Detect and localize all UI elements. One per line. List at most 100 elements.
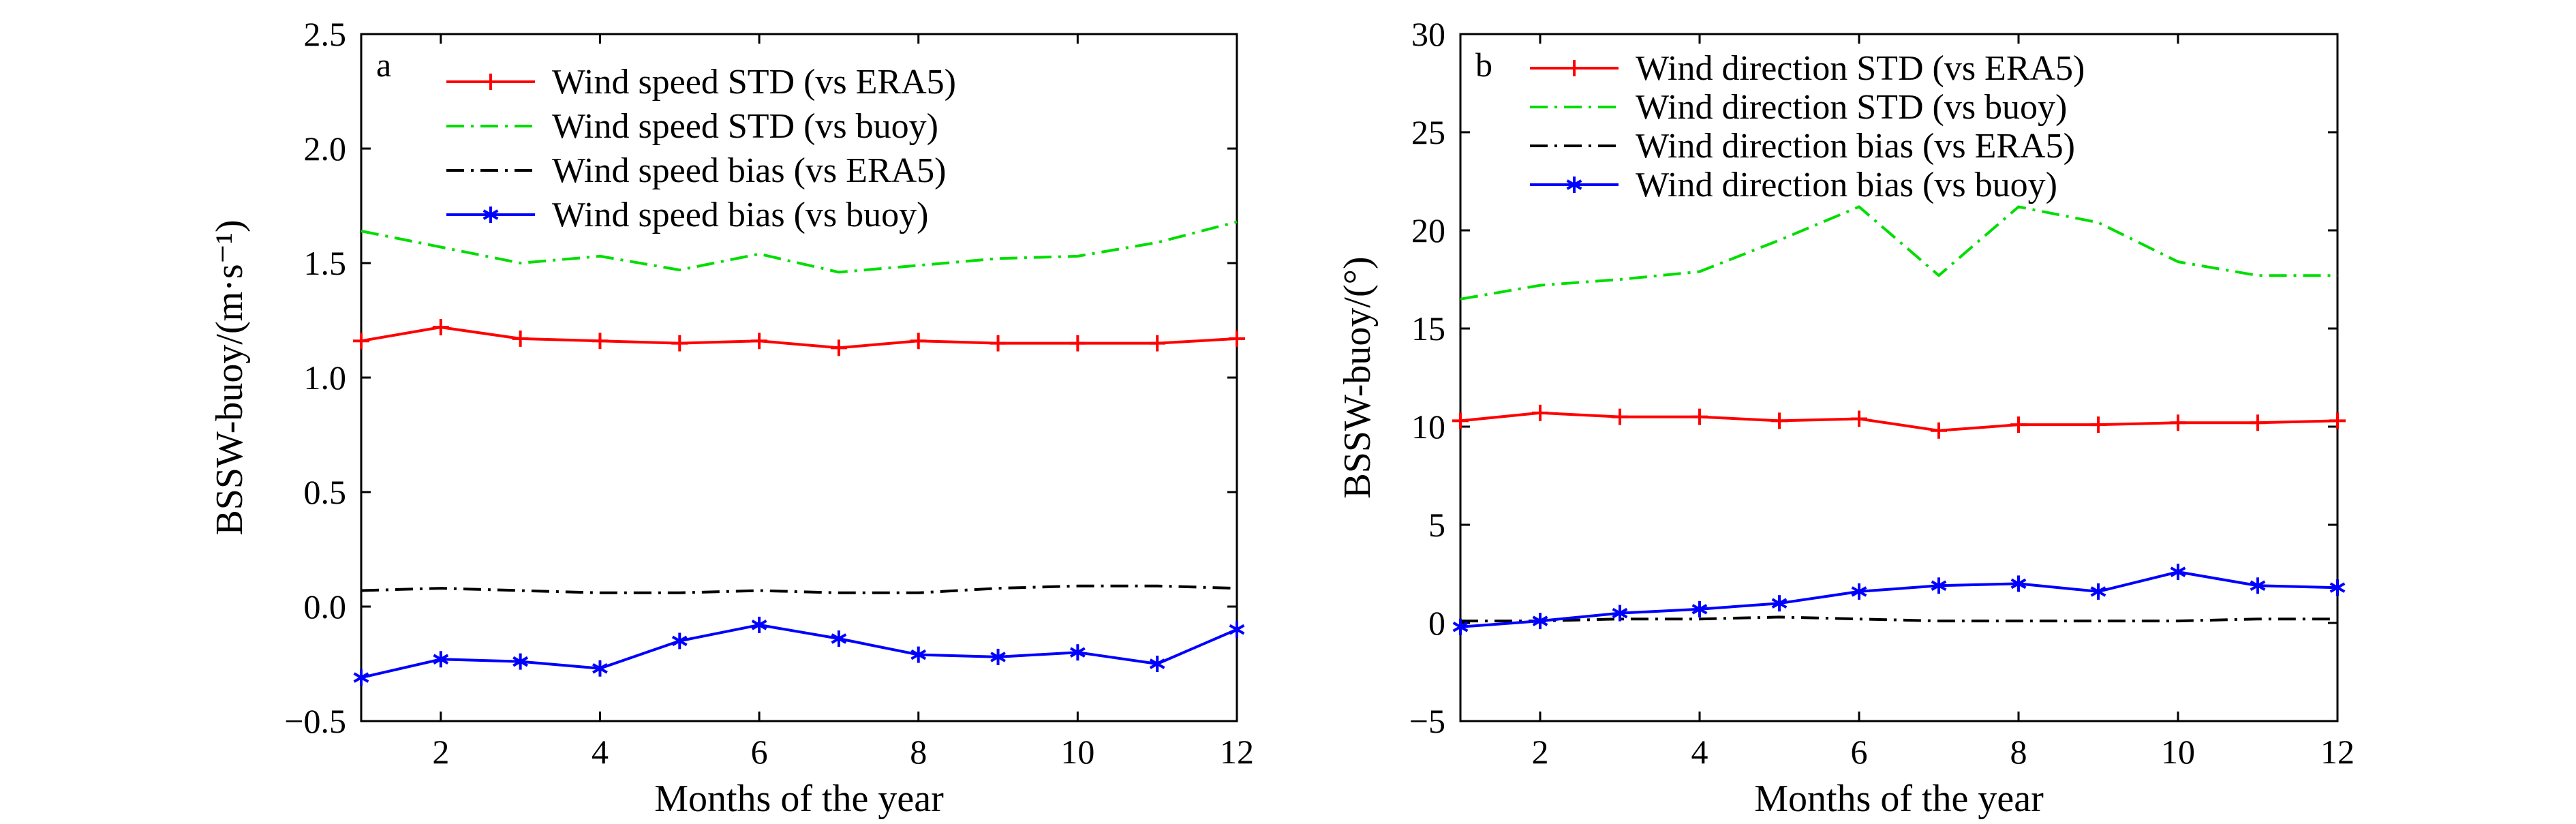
panel-a-y-tick-label: 1.5 <box>304 244 347 282</box>
panel-b-series-3-point-3 <box>1691 600 1708 617</box>
panel-b-legend-label-3: Wind direction bias (vs buoy) <box>1636 166 2057 204</box>
panel-b-y-tick-label: 25 <box>1411 113 1445 151</box>
panel-a-series-0-point-10 <box>1149 335 1166 352</box>
panel-b-series-0-point-11 <box>2329 412 2346 429</box>
panel-b-series-0-point-5 <box>1851 410 1867 427</box>
panel-b-series-3-point-10 <box>2250 577 2266 594</box>
panel-b-y-tick-label: 15 <box>1411 309 1445 348</box>
panel-a-x-tick-label: 2 <box>432 733 449 771</box>
panel-a-x-tick-label: 4 <box>592 733 609 771</box>
panel-a-series-3-point-1 <box>433 651 449 668</box>
panel-b-series-0-point-7 <box>2010 416 2027 433</box>
panel-a-wind-speed: −0.5 0.0 0.5 1.0 1.5 2.0 2.5 2 4 6 8 10 12 Months of … <box>209 15 1254 820</box>
panel-a-series-0-point-8 <box>990 335 1007 352</box>
panel-a-series-3-point-8 <box>990 648 1006 665</box>
panel-a-legend-label-3: Wind speed bias (vs buoy) <box>552 196 928 234</box>
panel-b-x-tick-label: 6 <box>1851 733 1868 771</box>
panel-b-series-0-point-9 <box>2170 414 2186 431</box>
panel-a-series-0-point-4 <box>671 335 688 352</box>
panel-b-x-tick-label: 10 <box>2161 733 2195 771</box>
panel-a-y-tick-label: 1.0 <box>304 358 347 397</box>
panel-b-series-3-point-6 <box>1931 577 1947 594</box>
panel-b-series-0-point-2 <box>1612 408 1628 425</box>
panel-b-y-tick-label: 10 <box>1411 408 1445 446</box>
panel-a-series-0-point-5 <box>751 333 768 350</box>
panel-b-series-3-point-5 <box>1851 583 1867 600</box>
panel-b-series-0-line <box>1460 411 2338 432</box>
panel-b-series-2-line <box>1460 615 2337 623</box>
panel-b-y-tick-label: 20 <box>1411 211 1445 249</box>
panel-b-legend-label-2: Wind direction bias (vs ERA5) <box>1636 127 2075 166</box>
panel-b-series-3-point-9 <box>2170 564 2186 581</box>
panel-a-series-0-point-11 <box>1229 330 1245 347</box>
panel-b-series-1-line <box>1460 205 2337 301</box>
panel-a-y-tick-label: 0.5 <box>304 473 347 511</box>
panel-b-x-tick-label: 8 <box>2010 733 2027 771</box>
panel-a-series-0-point-0 <box>353 333 369 350</box>
panel-b-y-axis-label: BSSW-buoy/(°) <box>1336 256 1379 498</box>
panel-b-series-3-point-4 <box>1771 595 1788 612</box>
panel-a-y-tick-label: −0.5 <box>284 702 346 740</box>
panel-b-wind-direction: −5 0 5 10 15 20 25 30 2 4 6 8 10 12 Months of the year… <box>1336 15 2355 820</box>
panel-b-x-tick-label: 4 <box>1691 733 1708 771</box>
panel-a-legend: Wind speed STD (vs ERA5) Wind speed STD (… <box>446 63 956 234</box>
panel-a-legend-label-0: Wind speed STD (vs ERA5) <box>552 63 956 102</box>
panel-a-panel-letter: a <box>376 46 391 84</box>
panel-a-series-2-line <box>361 584 1238 594</box>
panel-b-panel-letter: b <box>1475 46 1492 84</box>
panel-a-series-3-point-7 <box>910 646 927 663</box>
panel-a-series-3-point-6 <box>831 630 847 647</box>
panel-b-legend-label-1: Wind direction STD (vs buoy) <box>1636 88 2067 127</box>
panel-b-y-tick-label: −5 <box>1409 702 1445 740</box>
panel-a-series-3-point-4 <box>671 632 688 650</box>
panel-b-legend-series-0-point-legend <box>1566 60 1582 76</box>
panel-a-series-0-point-9 <box>1069 335 1086 352</box>
panel-a-series-0-point-2 <box>512 330 529 347</box>
panel-a-x-axis-label: Months of the year <box>654 778 944 820</box>
panel-b-y-tick-label: 5 <box>1428 506 1445 544</box>
panel-a-series-3-point-9 <box>1069 644 1086 661</box>
panel-a-series-3-point-10 <box>1149 656 1165 672</box>
panel-b-series-3-point-1 <box>1532 613 1548 630</box>
panel-a-series-0-point-3 <box>592 333 609 350</box>
panel-a-series-0-point-6 <box>830 339 847 356</box>
panel-a-series-3-point-2 <box>512 653 529 670</box>
panel-a-y-axis-label: BSSW-buoy/(m·s⁻¹) <box>209 219 251 535</box>
panel-b-series-3-point-2 <box>1612 605 1628 622</box>
panel-a-y-tick-label: 2.5 <box>304 15 347 53</box>
panel-b-series-3-line <box>1460 570 2338 628</box>
panel-a-series-0-point-1 <box>432 319 449 336</box>
panel-b-legend-series-3-point-legend <box>1566 177 1582 193</box>
panel-a-legend-series-3-point-legend <box>482 207 499 223</box>
panel-a-y-tick-label: 0.0 <box>304 588 347 626</box>
panel-a-series-0-line <box>361 326 1238 350</box>
panel-b-x-tick-label: 2 <box>1532 733 1549 771</box>
panel-b-legend-label-0: Wind direction STD (vs ERA5) <box>1636 49 2085 88</box>
panel-a-legend-label-2: Wind speed bias (vs ERA5) <box>552 151 946 190</box>
panel-b-y-tick-label: 0 <box>1428 604 1445 642</box>
panel-b-y-tick-label: 30 <box>1411 15 1445 53</box>
panel-b-plot-frame <box>1459 33 2339 722</box>
panel-b-series-0-point-6 <box>1931 422 1947 439</box>
panel-a-series-3-point-3 <box>592 660 608 677</box>
panel-b-series-3-point-11 <box>2329 579 2346 596</box>
panel-a-x-tick-label: 8 <box>910 733 927 771</box>
panel-b-legend: Wind direction STD (vs ERA5)Wind directi… <box>1530 49 2085 204</box>
panel-b-x-axis-label: Months of the year <box>1754 778 2044 820</box>
panel-a-series-3-point-5 <box>751 616 767 633</box>
panel-a-series-3-point-0 <box>353 669 369 686</box>
panel-b-x-tick-label: 12 <box>2320 733 2355 771</box>
panel-a-legend-label-1: Wind speed STD (vs buoy) <box>552 107 938 146</box>
panel-a-series-1-line <box>361 220 1238 274</box>
panel-a-x-tick-label: 12 <box>1220 733 1254 771</box>
panel-a-series-0-point-7 <box>910 333 927 350</box>
panel-a-legend-series-0-point-legend <box>482 74 499 90</box>
panel-b-series-3-point-0 <box>1452 618 1469 635</box>
panel-a-y-tick-label: 2.0 <box>304 129 347 168</box>
panel-b-series-0-point-10 <box>2250 414 2266 431</box>
panel-b-series-3-point-7 <box>2010 575 2027 592</box>
panel-b-series-0-point-1 <box>1532 404 1548 421</box>
panel-a-series-3-point-11 <box>1229 621 1245 638</box>
panel-b-series-0-point-0 <box>1452 412 1469 429</box>
